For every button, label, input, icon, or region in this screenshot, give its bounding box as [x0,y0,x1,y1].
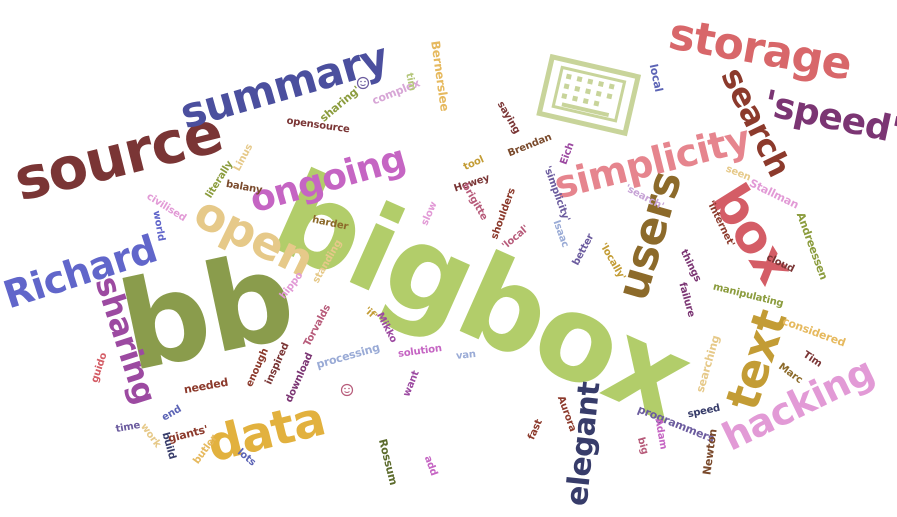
cloud-word: Tim [800,349,824,370]
cloud-word: solution [397,342,443,361]
cloud-word: van [455,348,477,363]
cloud-word: Linus [231,142,256,174]
cloud-word: Bernerslee [428,39,452,113]
cloud-word: speed [686,402,722,421]
cloud-word: Torvalds [302,303,334,349]
smile-icon [356,76,370,90]
cloud-word: Andreessen [793,210,831,282]
cloud-word: fast [526,417,545,442]
cloud-word: Isaac [550,218,571,249]
cloud-word: things [677,247,703,284]
keyboard-icon [536,53,642,137]
cloud-word: processing [314,340,382,372]
cloud-word: end [160,403,184,424]
cloud-word: guido [89,351,110,385]
cloud-word: world [150,209,167,242]
cloud-word: time [114,419,141,436]
cloud-word: tool [461,154,486,173]
cloud-word: storage [665,8,856,91]
cloud-word: want [401,369,422,399]
cloud-word: work [138,421,163,450]
smile-icon [340,383,354,397]
cloud-word: add [421,454,440,478]
cloud-word: opensource [285,115,351,136]
cloud-word: giants' [166,422,210,446]
cloud-word: Rossum [375,437,401,487]
cloud-word: saying [494,99,523,136]
cloud-word: data [201,390,331,474]
cloud-word: better [570,232,597,268]
cloud-word: local [646,62,666,94]
